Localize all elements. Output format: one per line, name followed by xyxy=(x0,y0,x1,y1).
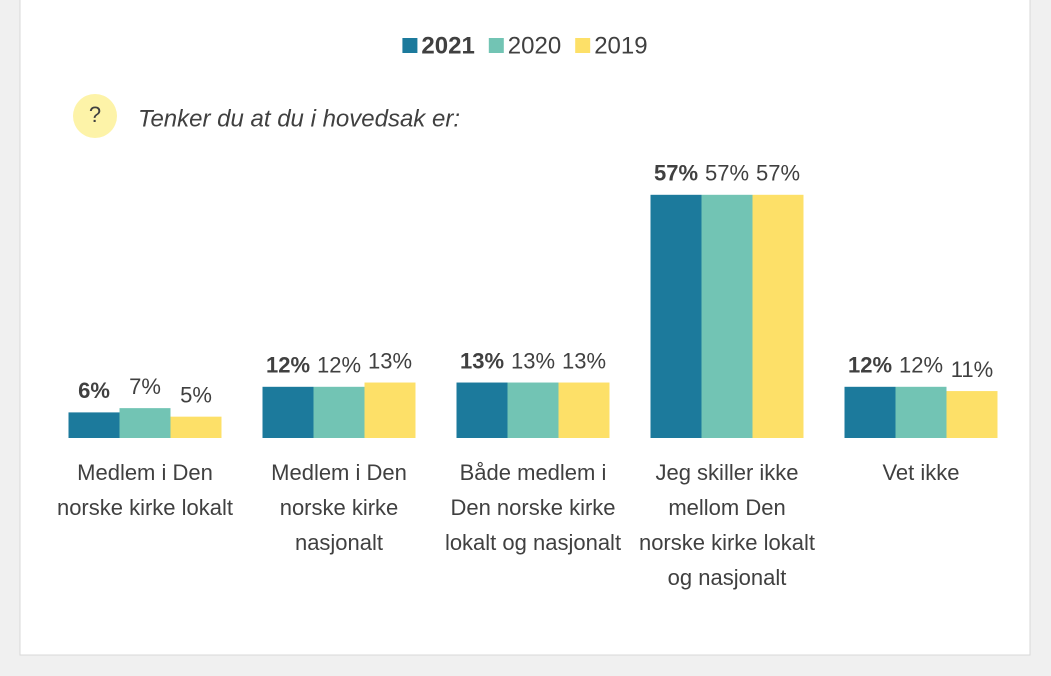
value-label: 12% xyxy=(848,353,892,378)
value-label: 57% xyxy=(654,161,698,186)
question-icon: ? xyxy=(89,102,101,127)
question-icon-bg xyxy=(73,94,117,138)
bar xyxy=(68,412,120,438)
value-label: 13% xyxy=(460,348,504,373)
value-label: 13% xyxy=(562,348,606,373)
bar xyxy=(313,386,365,438)
bar xyxy=(170,416,222,438)
bar xyxy=(946,391,998,438)
value-label: 7% xyxy=(129,374,161,399)
value-label: 13% xyxy=(511,348,555,373)
value-label: 11% xyxy=(951,357,993,382)
value-label: 13% xyxy=(368,348,412,373)
value-label: 57% xyxy=(705,161,749,186)
value-label: 6% xyxy=(78,378,110,403)
value-label: 57% xyxy=(756,161,800,186)
value-label: 12% xyxy=(266,353,310,378)
question-text: Tenker du at du i hovedsak er: xyxy=(138,105,460,132)
x-tick-label: Vet ikke xyxy=(882,460,960,485)
bar xyxy=(844,386,896,438)
x-tick-label: Jeg skiller ikke mellom Den norske kirke… xyxy=(638,460,816,590)
bar xyxy=(507,382,559,438)
x-tick-label: Medlem i Den norske kirke lokalt xyxy=(56,460,234,520)
bar xyxy=(456,382,508,438)
bar xyxy=(701,194,753,438)
bar xyxy=(650,194,702,438)
bar xyxy=(752,194,804,438)
legend-label: 2021 xyxy=(421,32,474,59)
x-tick-label: Medlem i Den norske kirke nasjonalt xyxy=(271,460,407,555)
value-label: 12% xyxy=(317,353,361,378)
bar xyxy=(364,382,416,438)
value-label: 5% xyxy=(180,382,212,407)
bar xyxy=(558,382,610,438)
legend-label: 2020 xyxy=(508,32,561,59)
bar xyxy=(119,408,171,438)
legend-swatch xyxy=(402,38,418,53)
bar xyxy=(895,386,947,438)
legend-swatch xyxy=(488,38,504,53)
legend-label: 2019 xyxy=(594,32,647,59)
value-label: 12% xyxy=(899,353,943,378)
legend-swatch xyxy=(575,38,591,53)
x-tick-label: Både medlem i Den norske kirke lokalt og… xyxy=(444,460,622,555)
panel xyxy=(19,0,1031,656)
bar xyxy=(262,386,314,438)
